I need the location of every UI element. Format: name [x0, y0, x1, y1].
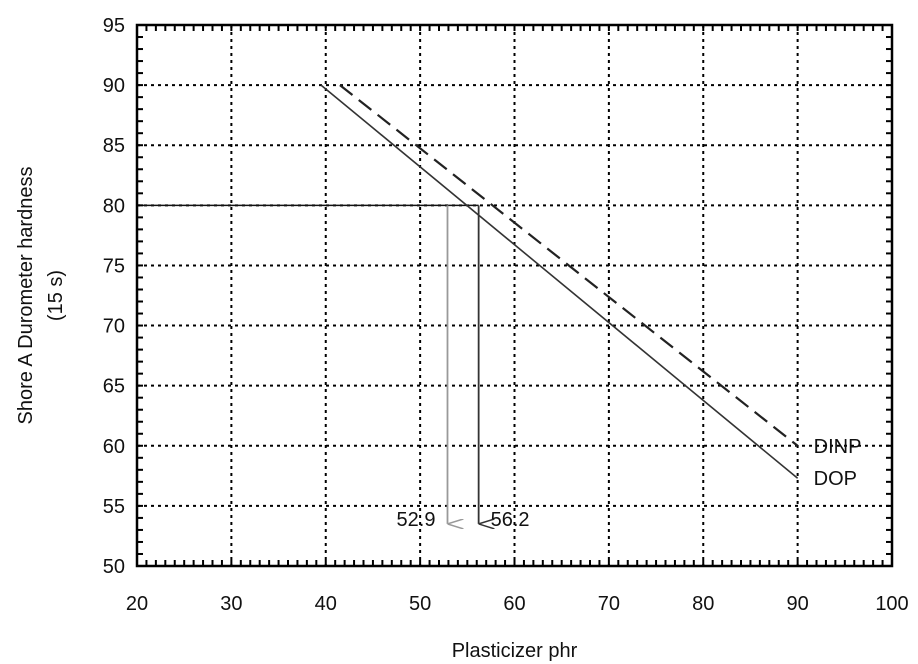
x-tick-label: 20	[126, 593, 148, 615]
x-tick-label: 50	[409, 593, 431, 615]
reference-lines	[137, 204, 479, 524]
arrow-label-56-2: 56.2	[491, 509, 530, 531]
y-tick-label: 55	[103, 496, 125, 518]
y-tick-label: 85	[103, 135, 125, 157]
y-tick-label: 70	[103, 316, 125, 338]
x-tick-label: 60	[503, 593, 525, 615]
plot-frame	[135, 23, 894, 568]
arrow-label-52-9: 52.9	[397, 509, 436, 531]
series-line-dop	[320, 84, 799, 479]
y-tick-label: 90	[103, 75, 125, 97]
y-axis-label: Shore A Durometer hardness	[15, 167, 37, 425]
y-tick-label: 50	[103, 556, 125, 578]
x-tick-label: 100	[875, 593, 908, 615]
series-line-dinp	[339, 84, 799, 447]
x-tick-label: 80	[692, 593, 714, 615]
y-tick-label: 80	[103, 195, 125, 217]
annotations: DINP DOP 52.9 56.2	[397, 436, 862, 531]
y-tick-labels: 50 55 60 65 70 75 80 85 90 95	[103, 15, 125, 578]
x-tick-label: 70	[598, 593, 620, 615]
x-tick-label: 40	[315, 593, 337, 615]
x-tick-label: 30	[220, 593, 242, 615]
series-label-dop: DOP	[814, 468, 857, 490]
y-axis-label-unit: (15 s)	[45, 270, 67, 321]
grid	[137, 25, 892, 566]
x-tick-label: 90	[787, 593, 809, 615]
y-tick-label: 65	[103, 376, 125, 398]
x-tick-labels: 20 30 40 50 60 70 80 90 100	[126, 593, 909, 615]
y-tick-label: 75	[103, 255, 125, 277]
y-tick-label: 95	[103, 15, 125, 37]
x-axis-label: Plasticizer phr	[452, 640, 578, 662]
series-lines	[320, 84, 799, 479]
minor-ticks	[136, 24, 893, 567]
y-tick-label: 60	[103, 436, 125, 458]
series-label-dinp: DINP	[814, 436, 862, 458]
